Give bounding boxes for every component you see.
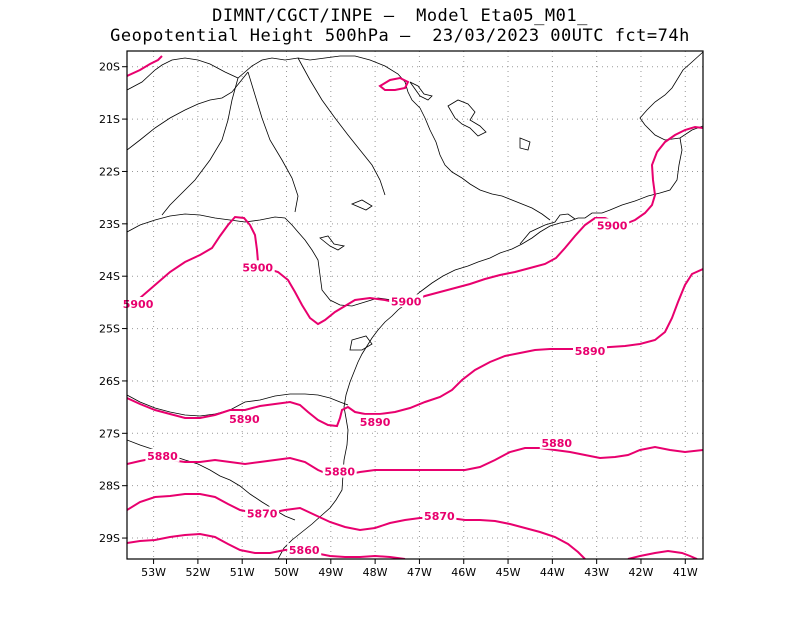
y-tick-label: 24S [99,270,120,283]
contour-label: 5870 [247,507,278,520]
state-border-sc-pr [127,393,349,417]
reservoir-2 [350,199,373,211]
axis-ticks: 53W 52W 51W 50W 49W 48W 47W 46W 45W 44W 43W 42W 41W 2… [99,61,698,579]
contour-label-bg [358,414,393,428]
x-tick-label: 42W [629,566,654,579]
x-tick-label: 50W [274,566,299,579]
contour-label-bg [240,260,275,274]
x-tick-label: 48W [363,566,388,579]
y-tick-label: 26S [99,375,120,388]
contour-5880 [127,445,703,476]
x-tick-label: 44W [540,566,565,579]
contour-label: 5860 [289,544,320,557]
reservoir-4 [409,81,433,101]
contour-label-bg [595,218,630,232]
title-line-1: DIMNT/CGCT/INPE — Model Eta05_M01_ [212,6,588,26]
contour-label: 5900 [597,219,628,232]
reservoir-3 [319,235,346,251]
x-tick-label: 46W [451,566,476,579]
x-tick-label: 45W [496,566,521,579]
state-border-sp-mg [419,107,551,221]
sp-coast-inlets [519,213,576,245]
river-2 [247,71,299,213]
x-tick-label: 41W [673,566,698,579]
y-tick-label: 22S [99,165,120,178]
contour-label-bg [539,435,574,449]
height-contours [127,55,703,559]
river-4 [519,137,531,151]
contour-5870 [127,493,586,559]
contour-label: 5900 [123,298,154,311]
paranagua-bay [349,335,373,351]
x-tick-label: 49W [318,566,343,579]
y-tick-label: 28S [99,480,120,493]
contour-label-bg [389,294,424,308]
state-border-pr-sp [127,213,403,309]
contour-label: 5890 [229,413,260,426]
x-tick-label: 43W [584,566,609,579]
contour-label: 5880 [147,450,178,463]
map-frame [126,50,704,560]
state-border-north [127,55,421,109]
contour-label-bg [422,509,457,523]
y-tick-label: 23S [99,218,120,231]
river-3 [297,57,386,196]
contour-5900-loop [378,76,410,91]
contour-label-bg [322,464,357,478]
y-tick-label: 27S [99,427,120,440]
coastline-and-borders [127,51,703,559]
reservoir-1 [447,99,487,137]
x-tick-label: 52W [185,566,210,579]
contour-label: 5880 [541,437,572,450]
contour-label: 5900 [242,261,273,274]
contour-label: 5900 [391,295,422,308]
x-tick-label: 47W [407,566,432,579]
contour-5860 [127,532,698,559]
contour-label-bg [227,412,262,426]
contour-label: 5890 [360,416,391,429]
contour-5890 [127,268,703,428]
y-tick-label: 29S [99,532,120,545]
contour-label-bg [287,543,322,557]
contour-5900-west [127,55,703,326]
contour-label-bg [573,344,608,358]
state-border-ms-sp [127,71,249,151]
y-tick-label: 20S [99,61,120,74]
contour-label-bg [121,297,156,310]
contour-label-bg [245,506,280,520]
contour-label: 5870 [424,510,455,523]
contour-label: 5890 [575,345,606,358]
contour-label: 5880 [324,466,355,479]
y-tick-label: 25S [99,323,120,336]
river-parana [161,77,239,216]
y-tick-label: 21S [99,113,120,126]
title-line-2: Geopotential Height 500hPa — 23/03/2023 … [110,26,690,46]
contour-labels: 5900 5900 5900 5900 5890 5890 5890 5880 5880 5880… [121,218,630,557]
contour-label-bg [145,448,180,462]
x-tick-label: 51W [230,566,255,579]
x-tick-label: 53W [141,566,166,579]
